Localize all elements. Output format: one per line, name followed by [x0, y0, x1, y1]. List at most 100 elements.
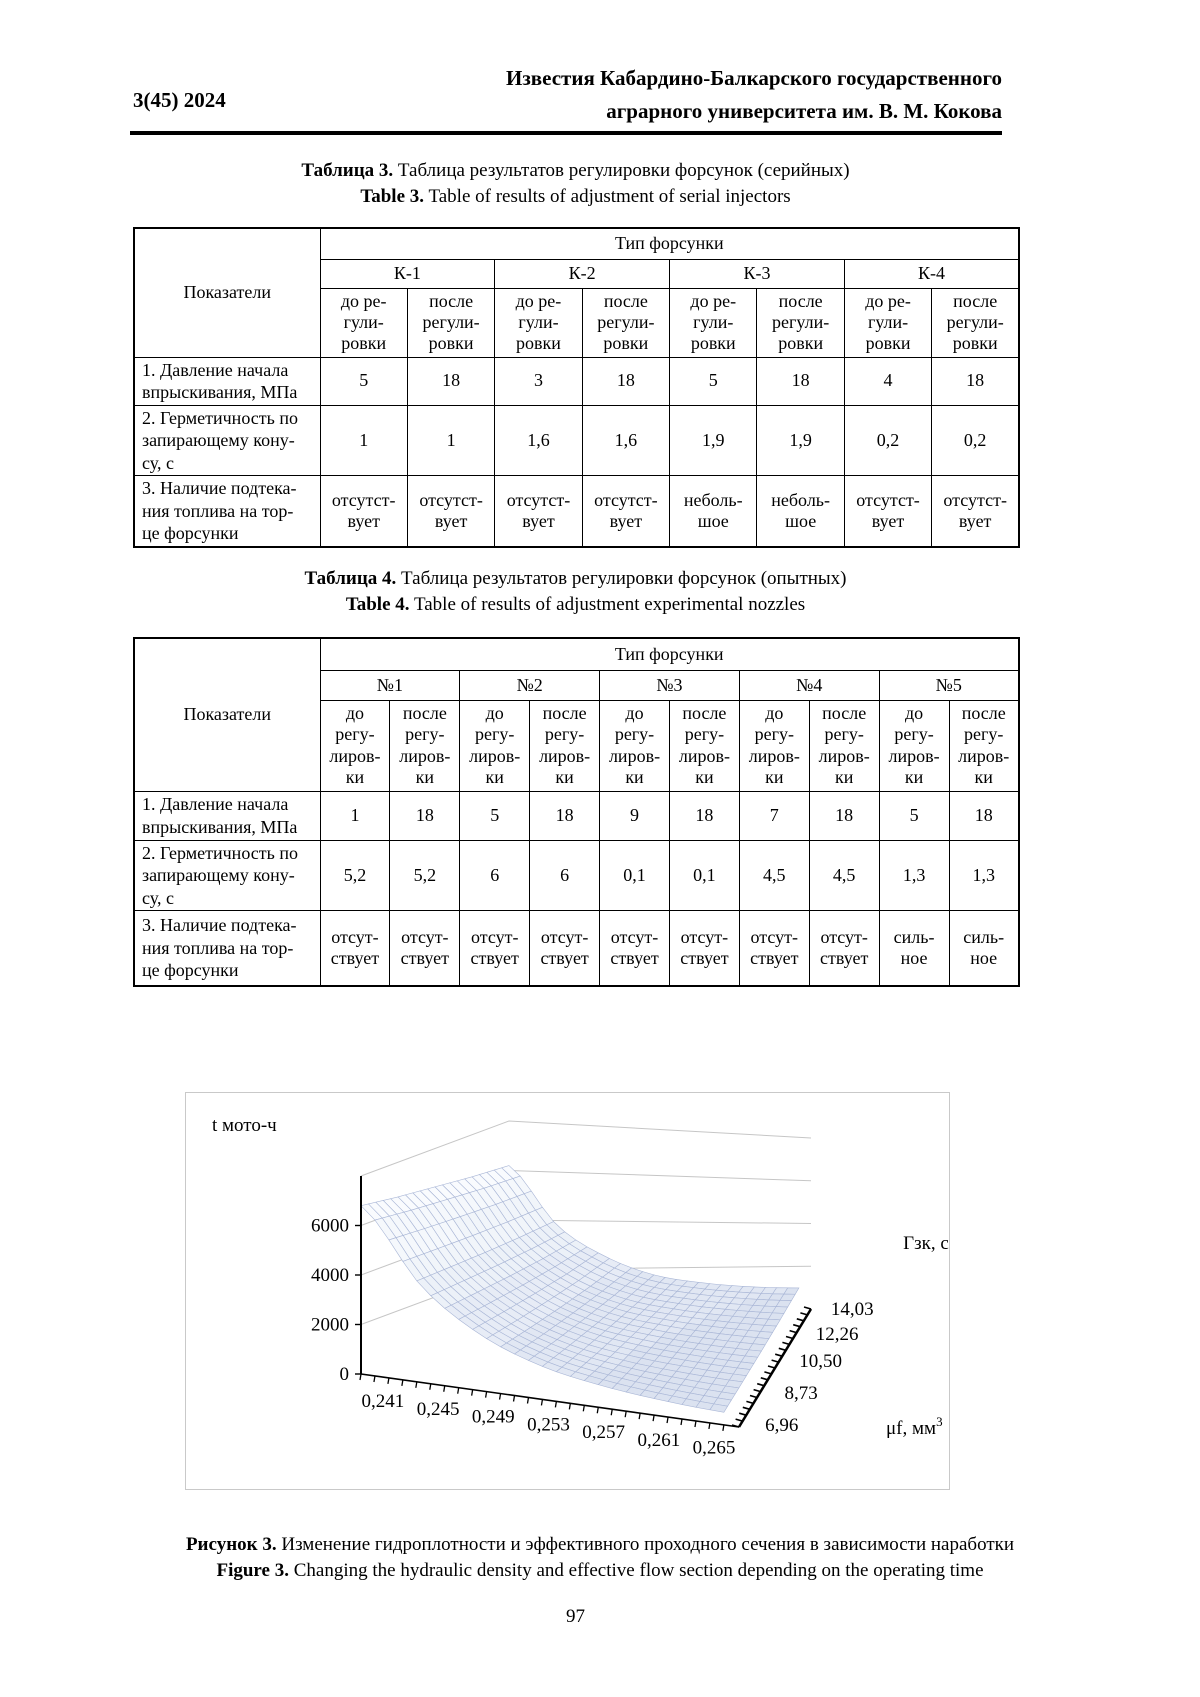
table3-caption-en-text: Table of results of adjustment of serial…: [428, 186, 791, 207]
x-minor-tick: [596, 1407, 599, 1414]
subheader-after: после регули- ровки: [581, 287, 671, 358]
table3: Показатели Тип форсунки К-1 К-2 К-3 К-4 до ре-…: [133, 227, 1021, 548]
figure3-chart: 0 2000 4000 6000 0,241 0,245 0,249 0,253 0,257 0,…: [185, 1092, 950, 1490]
table-cell: 1: [406, 404, 496, 476]
x-minor-tick: [694, 1420, 697, 1428]
subheader-after: после регу- лиров- ки: [948, 699, 1020, 792]
table-cell: неболь- шое: [756, 475, 845, 547]
table-cell: 18: [756, 356, 845, 406]
table-cell: отсут- ствует: [738, 910, 810, 986]
subheader-before: до регу- лиров- ки: [878, 699, 950, 792]
x-minor-tick: [652, 1414, 655, 1422]
z-tick-label: 4000: [311, 1265, 349, 1286]
y-tick-label: 14,03: [831, 1299, 874, 1320]
table-cell: 18: [931, 356, 1020, 406]
x-minor-tick: [624, 1411, 627, 1418]
subheader-before: до ре- гули- ровки: [669, 287, 758, 358]
table-cell: отсут- ствует: [529, 910, 601, 986]
table-row: 3. Наличие подтека- ния топлива на тор- …: [133, 475, 1020, 547]
x-tick-label: 0,261: [637, 1430, 680, 1451]
figure3-caption-ru-label: Рисунок 3.: [185, 1534, 277, 1555]
table-cell: 5: [319, 356, 408, 406]
x-minor-tick: [457, 1387, 460, 1394]
table-cell: 0,2: [843, 404, 933, 476]
figure3-caption-ru-text: Изменение гидроплотности и эффективного …: [281, 1534, 1015, 1555]
subheader-after: после регу- лиров- ки: [529, 699, 601, 792]
table-cell: отсут- ствует: [599, 910, 670, 986]
x-minor-tick: [415, 1381, 418, 1388]
subheader-before: до регу- лиров- ки: [319, 699, 391, 792]
t4-grid: Показатели Тип форсунки №1 №2 №3 №4 №5 до регу-…: [133, 637, 1020, 987]
table-cell: 1: [319, 404, 408, 476]
table-cell: 18: [948, 790, 1020, 841]
table-cell: отсутст- вует: [406, 475, 496, 547]
table-cell: неболь- шое: [669, 475, 758, 547]
surface-plot: 0 2000 4000 6000 0,241 0,245 0,249 0,253 0,257 0,…: [212, 1115, 949, 1459]
table-row: 1. Давление начала впрыскивания, МПа 5 18 3…: [133, 356, 1020, 406]
y-minor-tick: [764, 1371, 772, 1375]
table4-caption-ru-label: Таблица 4.: [304, 568, 397, 589]
y-minor-tick: [731, 1424, 740, 1428]
x-tick-label: 0,257: [582, 1422, 625, 1443]
y-minor-tick: [774, 1353, 783, 1357]
group-header: К-2: [494, 258, 671, 289]
table-cell: 18: [668, 790, 740, 841]
y-minor-tick: [756, 1382, 765, 1387]
y-minor-tick: [749, 1394, 758, 1399]
x-minor-tick: [443, 1385, 446, 1392]
journal-title-line1: Известия Кабардино-Балкарского государст…: [506, 66, 1002, 90]
subheader-before: до регу- лиров- ки: [738, 699, 810, 792]
nozzle-type-header: Тип форсунки: [319, 637, 1020, 671]
x-minor-tick: [582, 1405, 585, 1412]
table3-caption-ru-label: Таблица 3.: [301, 160, 394, 181]
table-cell: 1: [319, 790, 391, 841]
x-minor-tick: [359, 1373, 362, 1381]
table-cell: 4,5: [738, 839, 810, 911]
table4-caption-en-text: Table of results of adjustment experimen…: [413, 594, 806, 615]
x-minor-tick: [540, 1399, 544, 1406]
figure3-caption-en: Figure 3. Changing the hydraulic density…: [100, 1558, 1100, 1584]
table-cell: 18: [808, 790, 880, 841]
table-cell: отсут- ствует: [808, 910, 880, 986]
table-row: 3. Наличие подтека- ния топлива на тор- …: [133, 910, 1020, 986]
x-minor-tick: [568, 1403, 571, 1410]
x-minor-tick: [708, 1422, 711, 1430]
table3-caption: Таблица 3. Таблица результатов регулиров…: [133, 158, 1018, 210]
subheader-after: после регули- ровки: [756, 287, 845, 358]
table-cell: 0,1: [599, 839, 670, 911]
group-header: №1: [319, 669, 461, 701]
subheader-before: до ре- гули- ровки: [494, 287, 583, 358]
nozzle-type-header: Тип форсунки: [319, 227, 1020, 260]
journal-title: Известия Кабардино-Балкарского государст…: [300, 62, 1002, 128]
table-cell: отсутст- вует: [843, 475, 933, 547]
wall-gridline: [360, 1120, 812, 1177]
table-cell: 5: [878, 790, 950, 841]
group-header: №2: [459, 669, 601, 701]
table-cell: 9: [599, 790, 670, 841]
table-row: 2. Герметичность по запирающему кону- су…: [133, 839, 1020, 911]
row-label: 3. Наличие подтека- ния топлива на тор- …: [133, 910, 321, 986]
x-tick-label: 0,245: [417, 1399, 460, 1420]
table4-caption-ru: Таблица 4. Таблица результатов регулиров…: [133, 566, 1018, 592]
table-cell: 6: [529, 839, 601, 911]
table-cell: 1,6: [494, 404, 583, 476]
figure3-caption: Рисунок 3. Изменение гидроплотности и эф…: [100, 1532, 1100, 1584]
figure3-caption-en-text: Changing the hydraulic density and effec…: [293, 1560, 984, 1581]
y-minor-tick: [760, 1377, 769, 1381]
table-cell: 0,1: [668, 839, 740, 911]
subheader-before: до регу- лиров- ки: [599, 699, 670, 792]
table4-caption: Таблица 4. Таблица результатов регулиров…: [133, 566, 1018, 618]
row-label: 1. Давление начала впрыскивания, МПа: [133, 790, 321, 841]
table-cell: отсут- ствует: [389, 910, 461, 986]
table-cell: 3: [494, 356, 583, 406]
x-minor-tick: [526, 1397, 530, 1404]
y-minor-tick: [771, 1359, 779, 1363]
x-tick-label: 0,249: [472, 1407, 515, 1428]
y-minor-tick: [767, 1365, 776, 1369]
x-minor-tick: [401, 1379, 404, 1386]
header-rule: [130, 131, 1002, 135]
x-minor-tick: [638, 1413, 641, 1420]
table-cell: 18: [389, 790, 461, 841]
table4-caption-en: Table 4. Table of results of adjustment …: [133, 592, 1018, 618]
